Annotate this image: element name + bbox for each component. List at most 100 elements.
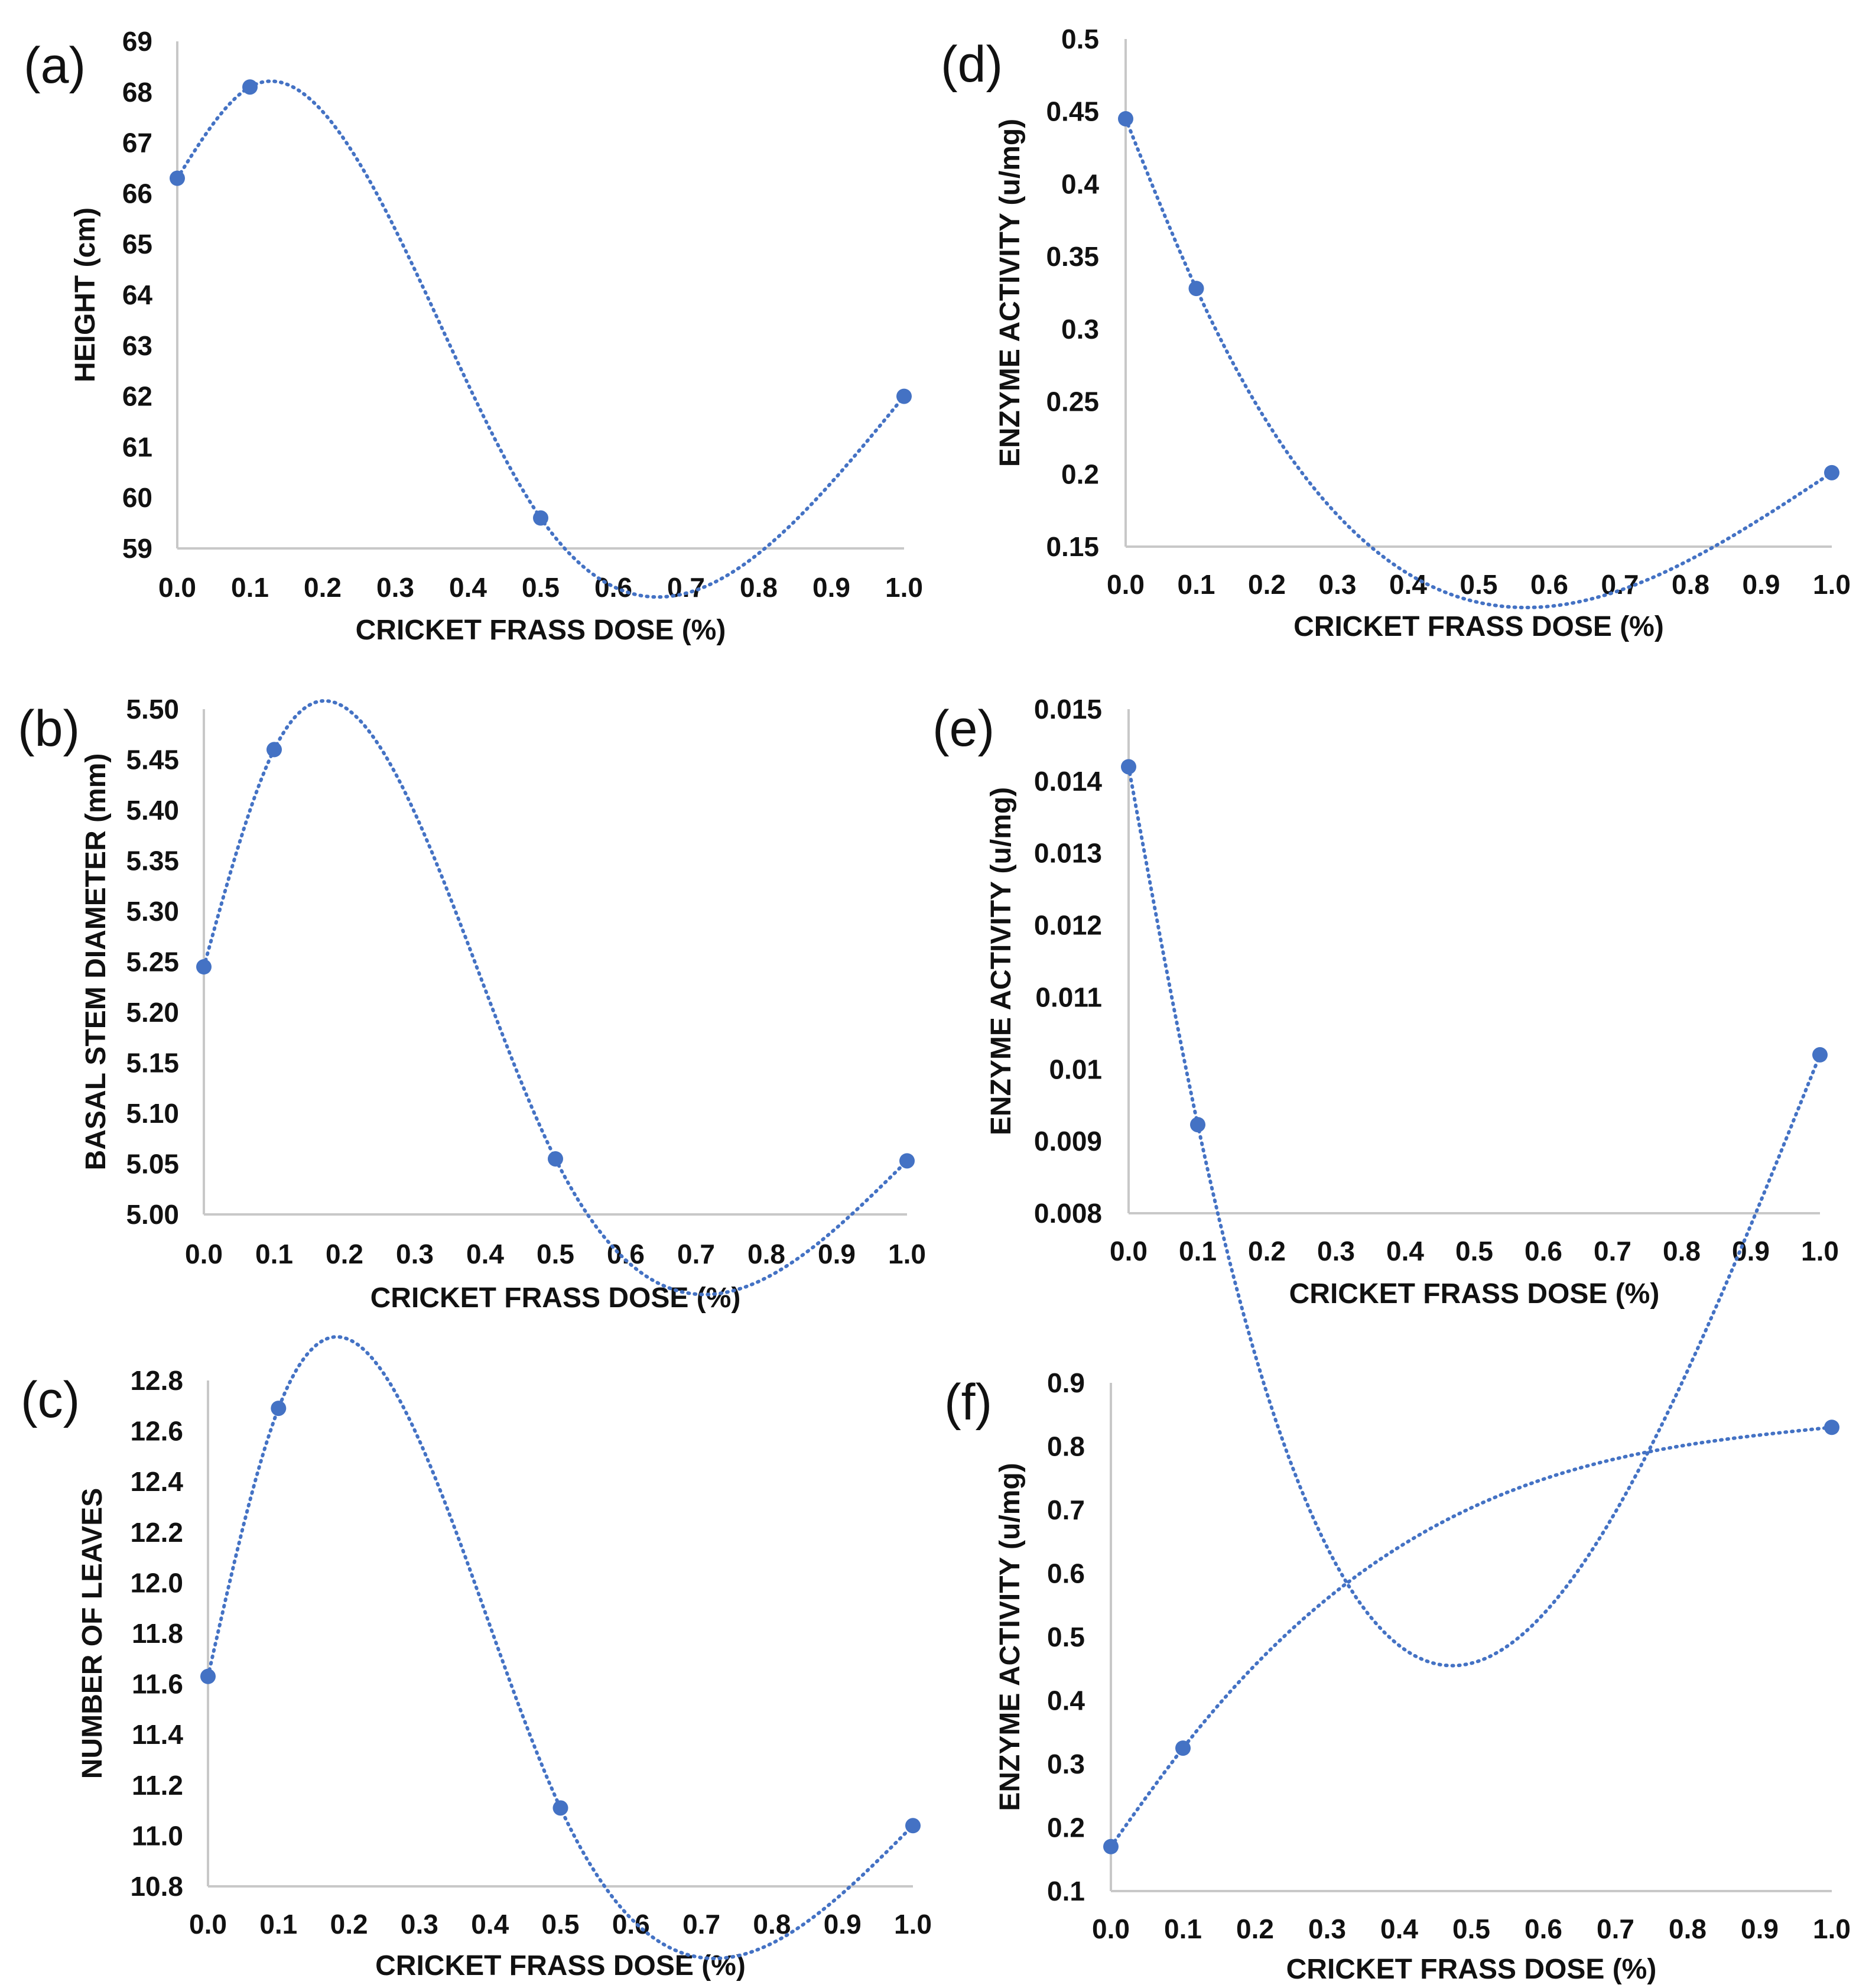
data-point xyxy=(1812,1047,1828,1063)
x-axis-title: CRICKET FRASS DOSE (%) xyxy=(1293,611,1664,642)
data-point xyxy=(1175,1740,1191,1756)
y-tick-label: 69 xyxy=(122,26,152,57)
data-point xyxy=(1190,1117,1205,1133)
y-tick-label: 0.25 xyxy=(1046,386,1099,417)
x-tick-label: 0.6 xyxy=(1525,1236,1562,1266)
y-tick-label: 11.4 xyxy=(132,1719,183,1750)
y-axis-title: BASAL STEM DIAMETER (mm) xyxy=(80,753,112,1171)
y-tick-label: 12.2 xyxy=(130,1517,183,1548)
x-tick-label: 0.3 xyxy=(376,572,414,603)
x-tick-label: 1.0 xyxy=(888,1239,926,1269)
x-tick-label: 0.3 xyxy=(396,1239,434,1269)
x-tick-label: 1.0 xyxy=(1813,1914,1851,1944)
x-tick-label: 0.1 xyxy=(1178,569,1215,600)
x-axis-title: CRICKET FRASS DOSE (%) xyxy=(356,615,726,646)
y-tick-label: 0.2 xyxy=(1061,459,1099,489)
x-tick-label: 0.4 xyxy=(449,572,487,603)
x-tick-label: 0.4 xyxy=(1380,1914,1418,1944)
y-tick-label: 11.2 xyxy=(132,1770,183,1801)
x-tick-label: 0.7 xyxy=(1601,569,1639,600)
chart-panel-b: (b) 0.0 0.1 0.2 0.3 0.4 0.5 0.6 0.7 0.8 0.9 1.0 5.00… xyxy=(18,694,926,1314)
y-tick-label: 0.013 xyxy=(1034,838,1102,869)
x-tick-label: 0.5 xyxy=(1452,1914,1490,1944)
x-tick-label: 0.1 xyxy=(1179,1236,1217,1266)
series-trend-line xyxy=(1127,765,1822,1668)
x-tick-label: 0.2 xyxy=(326,1239,363,1269)
x-tick-label: 0.0 xyxy=(158,572,196,603)
y-tick-label: 5.30 xyxy=(126,896,179,927)
series-trend-line xyxy=(1124,117,1834,609)
x-tick-label: 0.8 xyxy=(1672,569,1709,600)
panel-label: (b) xyxy=(18,700,80,757)
x-tick-label: 0.1 xyxy=(231,572,269,603)
x-tick-label: 0.5 xyxy=(1460,569,1498,600)
x-tick-label: 0.0 xyxy=(185,1239,223,1269)
x-tick-label: 1.0 xyxy=(1813,569,1851,600)
x-tick-label: 0.5 xyxy=(522,572,560,603)
y-tick-label: 12.0 xyxy=(130,1567,183,1598)
y-tick-label: 11.8 xyxy=(132,1618,183,1649)
y-tick-label: 0.9 xyxy=(1047,1367,1085,1398)
data-point xyxy=(200,1668,216,1684)
x-tick-label: 0.9 xyxy=(824,1909,862,1940)
y-tick-label: 10.8 xyxy=(130,1871,183,1902)
y-tick-label: 60 xyxy=(122,482,152,513)
x-tick-label: 0.9 xyxy=(812,572,850,603)
y-tick-label: 11.0 xyxy=(132,1820,183,1851)
chart-panel-d: (d) 0.0 0.1 0.2 0.3 0.4 0.5 0.6 0.7 0.8 0.9 1.0 0.15… xyxy=(941,24,1851,642)
y-tick-label: 0.014 xyxy=(1034,766,1103,797)
y-axis-title: HEIGHT (cm) xyxy=(70,207,101,382)
y-tick-label: 0.4 xyxy=(1047,1685,1085,1716)
x-tick-label: 0.8 xyxy=(753,1909,791,1940)
y-tick-label: 5.00 xyxy=(126,1199,179,1230)
panel-label: (d) xyxy=(941,36,1003,93)
y-tick-label: 0.01 xyxy=(1049,1054,1102,1084)
y-tick-label: 5.20 xyxy=(126,997,179,1028)
y-tick-label: 5.40 xyxy=(126,795,179,826)
x-tick-label: 0.4 xyxy=(1386,1236,1424,1266)
x-tick-label: 0.0 xyxy=(1092,1914,1130,1944)
x-tick-label: 0.2 xyxy=(1236,1914,1274,1944)
data-point xyxy=(552,1800,568,1816)
y-tick-label: 12.6 xyxy=(130,1416,183,1447)
data-point xyxy=(1121,759,1136,775)
x-tick-label: 0.0 xyxy=(1107,569,1145,600)
data-point xyxy=(271,1401,287,1417)
y-tick-label: 0.4 xyxy=(1061,168,1099,199)
x-axis-title: CRICKET FRASS DOSE (%) xyxy=(375,1950,746,1981)
x-tick-label: 0.5 xyxy=(542,1909,580,1940)
x-tick-label: 0.7 xyxy=(1594,1236,1631,1266)
y-tick-label: 63 xyxy=(122,330,152,361)
y-tick-label: 0.011 xyxy=(1035,982,1102,1012)
data-point xyxy=(266,742,282,758)
x-tick-label: 0.7 xyxy=(677,1239,715,1269)
y-tick-label: 12.4 xyxy=(130,1466,183,1497)
y-tick-label: 0.15 xyxy=(1046,531,1099,562)
chart-panel-a: (a) 0.0 0.1 0.2 0.3 0.4 0.5 0.6 0.7 0.8 0.9 1.0 59 60… xyxy=(24,26,923,646)
x-tick-label: 0.8 xyxy=(1669,1914,1707,1944)
data-point xyxy=(1824,1419,1839,1435)
x-tick-label: 0.0 xyxy=(1110,1236,1148,1266)
x-tick-label: 0.4 xyxy=(466,1239,504,1269)
chart-panel-f: (f)0.0 0.1 0.2 0.3 0.4 0.5 0.6 0.7 0.8 0.9 1.00.10… xyxy=(944,1367,1851,1985)
x-tick-label: 1.0 xyxy=(885,572,923,603)
y-tick-label: 5.05 xyxy=(126,1149,179,1180)
x-tick-label: 0.6 xyxy=(1525,1914,1562,1944)
y-tick-label: 0.3 xyxy=(1061,314,1099,345)
y-tick-label: 0.008 xyxy=(1034,1198,1102,1229)
data-point xyxy=(548,1151,563,1167)
x-axis-title: CRICKET FRASS DOSE (%) xyxy=(1286,1954,1657,1985)
panel-label: (f) xyxy=(944,1374,992,1431)
y-tick-label: 0.2 xyxy=(1047,1812,1085,1843)
y-tick-label: 66 xyxy=(122,178,152,209)
x-tick-label: 0.9 xyxy=(1732,1236,1770,1266)
y-tick-label: 5.10 xyxy=(126,1098,179,1129)
x-tick-label: 0.3 xyxy=(1319,569,1357,600)
x-tick-label: 0.8 xyxy=(740,572,778,603)
x-tick-label: 0.6 xyxy=(612,1909,650,1940)
y-tick-label: 5.35 xyxy=(126,846,179,876)
y-tick-label: 61 xyxy=(122,431,152,462)
y-tick-label: 59 xyxy=(122,533,152,564)
data-point xyxy=(196,959,212,975)
